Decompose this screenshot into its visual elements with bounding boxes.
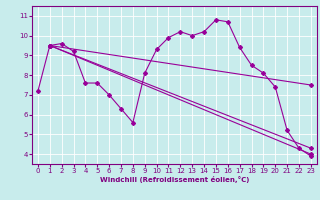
X-axis label: Windchill (Refroidissement éolien,°C): Windchill (Refroidissement éolien,°C) [100, 176, 249, 183]
